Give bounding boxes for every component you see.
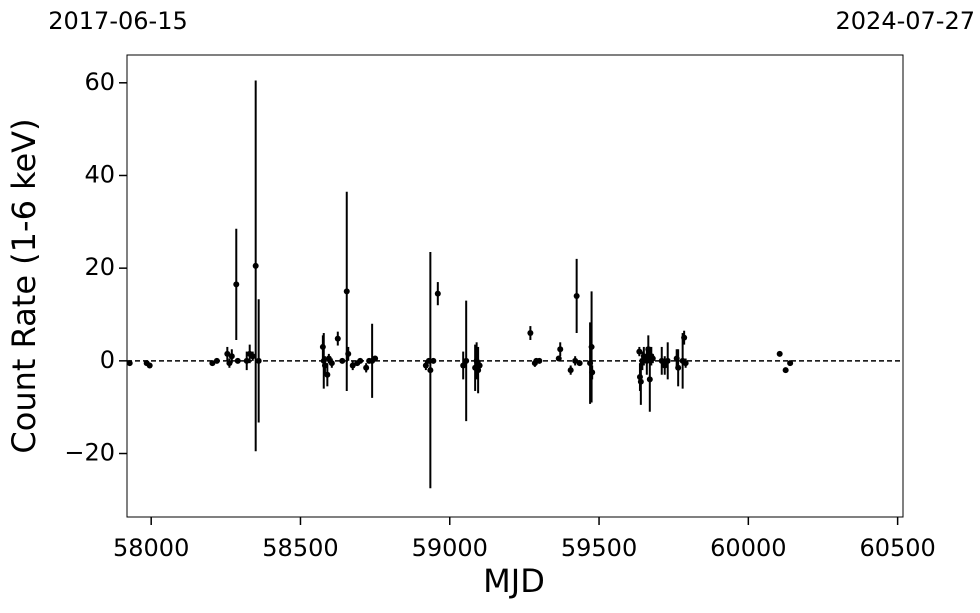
data-point <box>325 355 332 362</box>
data-point <box>527 330 534 337</box>
y-tick-label: 0 <box>100 346 115 374</box>
data-point <box>589 369 596 376</box>
data-point <box>675 364 682 371</box>
data-point <box>576 360 583 367</box>
data-point <box>682 360 689 367</box>
data-point <box>646 376 653 383</box>
x-tick-label: 59500 <box>561 534 637 562</box>
y-tick-label: 40 <box>84 160 115 188</box>
data-point <box>427 367 434 374</box>
data-point <box>233 281 240 288</box>
data-point <box>372 355 379 362</box>
data-point <box>243 357 250 364</box>
data-point <box>572 357 579 364</box>
data-point <box>430 357 437 364</box>
data-point <box>328 360 335 367</box>
data-point <box>249 353 256 360</box>
plot-frame <box>126 54 904 518</box>
data-point <box>434 290 441 297</box>
data-point <box>658 357 665 364</box>
data-point <box>681 334 688 341</box>
data-point <box>126 360 133 367</box>
data-point <box>567 367 574 374</box>
data-point <box>339 357 346 364</box>
x-tick-label: 60500 <box>859 534 935 562</box>
data-point <box>422 362 429 369</box>
start-date: 2017-06-15 <box>48 7 187 35</box>
data-point <box>776 350 783 357</box>
data-point <box>234 357 241 364</box>
data-point <box>636 348 643 355</box>
data-point <box>213 357 220 364</box>
y-tick-label: 20 <box>84 253 115 281</box>
data-point <box>252 262 259 269</box>
end-date: 2024-07-27 <box>836 7 975 35</box>
data-point <box>573 292 580 299</box>
data-point <box>228 353 235 360</box>
data-point <box>557 346 564 353</box>
data-point <box>460 362 467 369</box>
x-tick-label: 60000 <box>710 534 786 562</box>
data-point <box>463 357 470 364</box>
data-point <box>637 378 644 385</box>
data-point <box>588 343 595 350</box>
data-point <box>536 357 543 364</box>
data-point <box>661 362 668 369</box>
data-point <box>224 350 231 357</box>
data-point <box>255 357 262 364</box>
y-tick-label: 60 <box>84 68 115 96</box>
y-tick-label: −20 <box>64 439 115 467</box>
data-point <box>357 357 364 364</box>
data-point <box>649 355 656 362</box>
x-axis-label: MJD <box>483 562 545 600</box>
data-point <box>343 288 350 295</box>
data-point <box>345 350 352 357</box>
data-point <box>334 335 341 342</box>
data-point <box>787 360 794 367</box>
data-point <box>363 364 370 371</box>
data-point <box>349 362 356 369</box>
x-tick-label: 58500 <box>262 534 338 562</box>
data-point <box>664 357 671 364</box>
data-point <box>476 362 483 369</box>
data-point <box>555 355 562 362</box>
data-point <box>209 360 216 367</box>
data-point <box>782 367 789 374</box>
x-tick-label: 58000 <box>113 534 189 562</box>
data-point <box>324 371 331 378</box>
x-tick-label: 59000 <box>412 534 488 562</box>
data-point <box>146 362 153 369</box>
y-axis-label: Count Rate (1-6 keV) <box>5 118 43 453</box>
